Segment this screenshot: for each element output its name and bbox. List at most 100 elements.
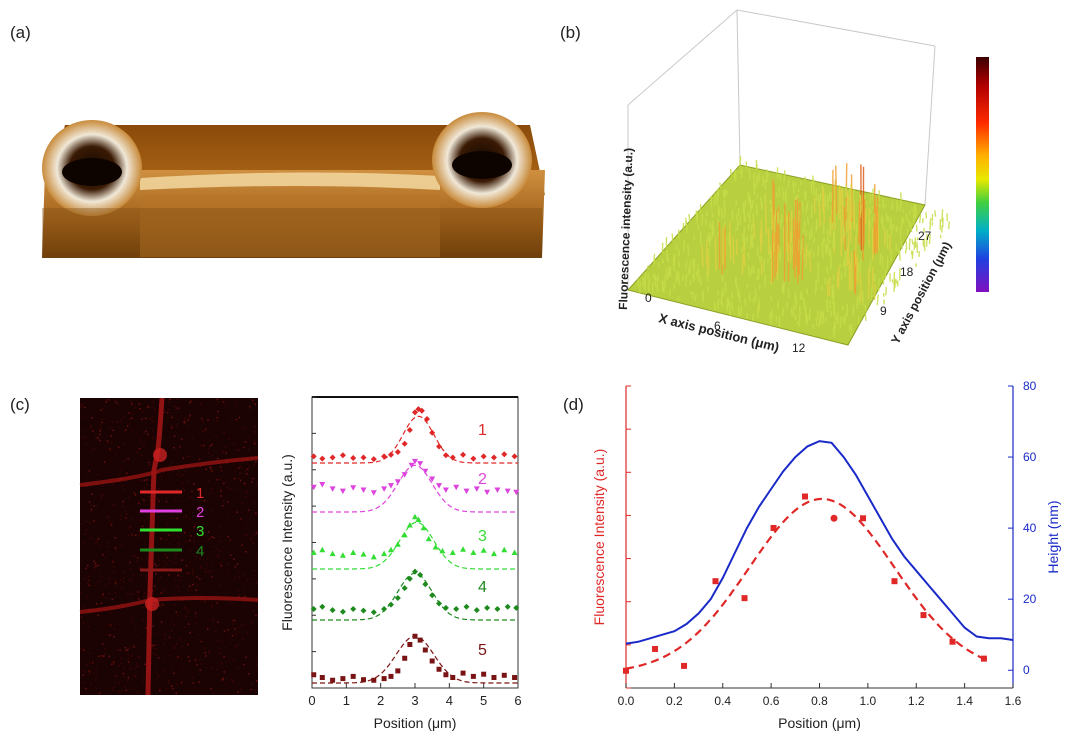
- image-noise-pixel: [236, 644, 239, 646]
- image-noise-pixel: [189, 539, 191, 542]
- image-noise-pixel: [180, 681, 183, 684]
- image-noise-pixel: [152, 625, 154, 627]
- surface-spike: [925, 212, 928, 219]
- surface-spike: [752, 218, 755, 228]
- surface-spike: [826, 266, 829, 274]
- data-point-3: [470, 549, 477, 555]
- data-point-3: [460, 546, 467, 552]
- surface-spike: [795, 221, 798, 266]
- image-noise-pixel: [129, 579, 131, 581]
- right-axis-title: Height (nm): [1045, 500, 1061, 573]
- image-noise-pixel: [104, 647, 106, 650]
- data-point-4: [329, 607, 336, 614]
- image-noise-pixel: [205, 467, 208, 469]
- image-noise-pixel: [182, 474, 184, 476]
- image-noise-pixel: [122, 500, 124, 503]
- image-noise-pixel: [114, 682, 116, 684]
- surface-spike: [830, 310, 833, 317]
- image-noise-pixel: [227, 563, 230, 566]
- image-noise-pixel: [122, 443, 125, 445]
- image-noise-pixel: [101, 421, 103, 424]
- image-noise-pixel: [165, 562, 168, 565]
- data-point-4: [504, 603, 511, 610]
- image-noise-pixel: [114, 591, 117, 594]
- image-noise-pixel: [237, 467, 240, 469]
- data-point-5: [402, 655, 408, 661]
- data-point-1: [418, 407, 425, 414]
- surface-spike: [735, 214, 738, 222]
- image-noise-pixel: [90, 504, 92, 507]
- series-label-1: 1: [478, 422, 487, 439]
- image-noise-pixel: [150, 651, 153, 654]
- data-point-4: [406, 575, 413, 582]
- surface-spike: [673, 253, 676, 266]
- image-noise-pixel: [145, 430, 147, 433]
- image-noise-pixel: [131, 412, 133, 415]
- image-noise-pixel: [107, 634, 109, 637]
- surface-spike: [798, 202, 801, 276]
- data-point-2: [473, 486, 480, 492]
- image-noise-pixel: [122, 577, 125, 579]
- image-noise-pixel: [179, 446, 181, 448]
- image-noise-pixel: [147, 433, 150, 436]
- image-noise-pixel: [252, 540, 254, 543]
- image-noise-pixel: [104, 652, 107, 655]
- image-noise-pixel: [238, 416, 241, 419]
- surface-spike: [751, 200, 754, 209]
- image-noise-pixel: [246, 579, 249, 582]
- image-noise-pixel: [243, 574, 246, 577]
- image-noise-pixel: [219, 652, 221, 655]
- fluorescence-surface: [637, 156, 951, 338]
- image-noise-pixel: [135, 406, 137, 409]
- image-noise-pixel: [192, 682, 195, 684]
- image-noise-pixel: [155, 654, 158, 656]
- image-noise-pixel: [97, 537, 100, 540]
- surface-spike: [747, 191, 750, 204]
- surface-spike: [661, 258, 665, 264]
- surface-spike: [832, 275, 835, 281]
- data-point-2: [370, 490, 377, 496]
- image-noise-pixel: [120, 468, 123, 471]
- image-noise-pixel: [226, 486, 228, 489]
- data-point-3: [387, 546, 394, 553]
- image-noise-pixel: [94, 437, 97, 439]
- image-noise-pixel: [255, 483, 258, 486]
- surface-spike: [794, 292, 798, 305]
- image-noise-pixel: [226, 501, 229, 503]
- image-noise-pixel: [210, 605, 213, 608]
- series-label-4: 4: [478, 579, 487, 596]
- image-noise-pixel: [109, 426, 112, 429]
- image-noise-pixel: [245, 524, 247, 527]
- surface-spike: [798, 305, 801, 316]
- x-tick-label: 1: [343, 693, 350, 708]
- image-noise-pixel: [151, 590, 154, 592]
- image-noise-pixel: [155, 573, 157, 576]
- surface-spike: [890, 249, 893, 262]
- image-noise-pixel: [152, 437, 154, 440]
- image-noise-pixel: [216, 639, 218, 642]
- image-noise-pixel: [102, 643, 104, 645]
- surface-spike: [822, 238, 825, 244]
- surface-spike: [806, 200, 809, 210]
- data-point-4: [442, 604, 449, 611]
- x-tick-label: 1.4: [956, 694, 973, 708]
- image-noise-pixel: [247, 437, 249, 439]
- image-noise-pixel: [108, 520, 111, 523]
- image-noise-pixel: [222, 482, 225, 485]
- surface-spike: [873, 284, 877, 300]
- image-noise-pixel: [134, 554, 137, 557]
- image-noise-pixel: [80, 648, 82, 650]
- image-noise-pixel: [171, 416, 174, 419]
- image-noise-pixel: [239, 472, 241, 474]
- image-noise-pixel: [162, 604, 164, 606]
- image-noise-pixel: [255, 556, 257, 558]
- surface-spike: [753, 183, 756, 196]
- image-noise-pixel: [138, 535, 140, 538]
- image-noise-pixel: [166, 411, 169, 414]
- image-noise-pixel: [170, 425, 173, 427]
- image-noise-pixel: [254, 426, 256, 429]
- surface-spike: [787, 288, 790, 300]
- surface-spike: [756, 194, 759, 200]
- image-noise-pixel: [113, 565, 115, 568]
- image-noise-pixel: [183, 626, 186, 628]
